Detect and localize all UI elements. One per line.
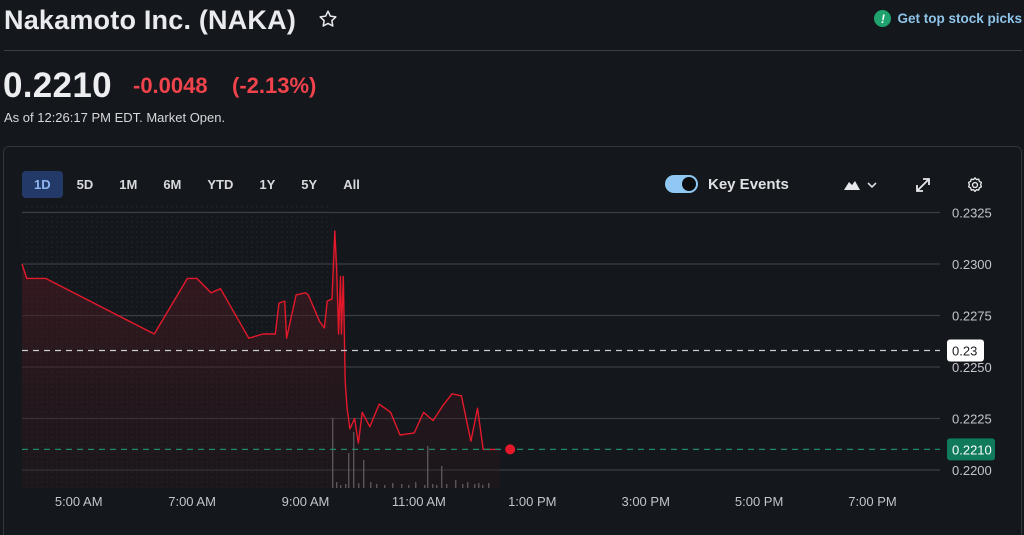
range-all-button[interactable]: All bbox=[343, 177, 360, 192]
toggle-knob bbox=[682, 177, 696, 191]
header-divider bbox=[4, 50, 1022, 51]
get-top-stock-picks-link[interactable]: ! Get top stock picks bbox=[874, 10, 1022, 27]
range-1m-button[interactable]: 1M bbox=[119, 177, 138, 192]
star-outline-icon[interactable] bbox=[317, 8, 339, 30]
range-ytd-button[interactable]: YTD bbox=[207, 177, 234, 192]
quote-timestamp: As of 12:26:17 PM EDT. Market Open. bbox=[4, 110, 226, 125]
gear-icon[interactable] bbox=[966, 176, 984, 199]
get-top-stock-picks-label: Get top stock picks bbox=[897, 11, 1022, 26]
exclamation-badge-icon: ! bbox=[874, 10, 892, 27]
range-5y-button[interactable]: 5Y bbox=[301, 177, 318, 192]
chart-type-dropdown[interactable] bbox=[843, 176, 879, 199]
range-6m-button[interactable]: 6M bbox=[163, 177, 182, 192]
expand-arrows-icon[interactable] bbox=[914, 176, 932, 199]
toggle-switch[interactable] bbox=[665, 175, 698, 193]
key-events-toggle[interactable]: Key Events bbox=[665, 175, 789, 193]
chart-panel bbox=[3, 146, 1022, 535]
price-change-percent: (-2.13%) bbox=[232, 73, 317, 98]
range-selector: 1D 5D 1M 6M YTD 1Y 5Y All bbox=[22, 171, 374, 198]
quote-header: Nakamoto Inc. (NAKA) ! Get top stock pic… bbox=[0, 0, 1024, 52]
range-1y-button[interactable]: 1Y bbox=[259, 177, 276, 192]
price-change: -0.0048 bbox=[133, 73, 208, 98]
mountain-chart-icon bbox=[844, 181, 860, 190]
page-title: Nakamoto Inc. (NAKA) bbox=[4, 5, 297, 35]
chevron-down-icon bbox=[867, 182, 877, 189]
current-price: 0.2210 bbox=[3, 66, 112, 105]
range-5d-button[interactable]: 5D bbox=[76, 177, 94, 192]
range-1d-button[interactable]: 1D bbox=[22, 171, 63, 198]
key-events-label: Key Events bbox=[708, 175, 789, 193]
